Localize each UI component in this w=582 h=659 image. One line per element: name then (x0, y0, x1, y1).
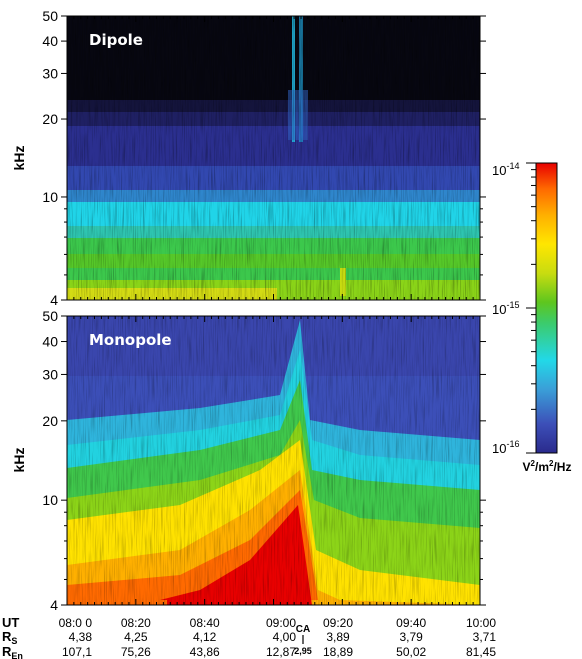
monopole-y-tick-label: 4 (50, 597, 58, 613)
row-value: 4,12 (193, 630, 217, 644)
row-value: 08:20 (121, 616, 151, 630)
monopole-y-tick-label: 20 (42, 413, 58, 429)
monopole-spectrogram-panel: Monopole 4 10 20 30 40 50 kHz (11, 308, 486, 613)
dipole-y-tick-label: 40 (42, 33, 58, 49)
row-value: 3,79 (399, 630, 423, 644)
row-value: 107,1 (62, 645, 92, 659)
colorbar-tick-label: 10-15 (492, 300, 519, 317)
row-value: 50,02 (396, 645, 426, 659)
ephemeris-rows: UT 08:0 0 08:20 08:40 09:00 09:20 09:40 10:00RS… (2, 615, 496, 659)
dipole-spectrogram-panel: Dipole 4 10 20 30 40 50 kHz (11, 8, 486, 308)
row-label: UT (2, 615, 19, 630)
row-value: 08:40 (190, 616, 220, 630)
row-label: REn (2, 644, 23, 659)
dipole-y-tick-label: 30 (42, 65, 58, 81)
row-value: 3,89 (326, 630, 350, 644)
colorbar-tick-label: 10-14 (492, 161, 519, 178)
row-value: 09:00 (266, 616, 296, 630)
dipole-spectrogram-image (67, 16, 480, 300)
colorbar: 10-16 10-15 10-14 V2/m2/Hz (492, 161, 571, 474)
row-value: 43,86 (190, 645, 220, 659)
dipole-y-tick-label: 50 (42, 8, 58, 24)
monopole-y-axis: 4 10 20 30 40 50 (42, 308, 486, 613)
monopole-y-tick-label: 30 (42, 366, 58, 382)
ca-label: CA (296, 624, 310, 635)
row-value: 3,71 (473, 630, 497, 644)
row-value: 10:00 (466, 616, 496, 630)
dipole-y-axis: 4 10 20 30 40 50 (42, 8, 486, 308)
monopole-y-axis-label: kHz (11, 448, 27, 473)
row-value: 09:40 (396, 616, 426, 630)
monopole-y-tick-label: 50 (42, 308, 58, 324)
dipole-y-tick-label: 20 (42, 111, 58, 127)
row-value: 09:20 (323, 616, 353, 630)
dipole-panel-label: Dipole (89, 31, 143, 49)
colorbar-ticks: 10-16 10-15 10-14 (492, 161, 536, 456)
monopole-spectrogram-image (67, 316, 480, 605)
dipole-y-tick-label: 4 (50, 292, 58, 308)
row-value: 08:0 0 (59, 616, 93, 630)
colorbar-tick-label: 10-16 (492, 439, 519, 456)
colorbar-unit: V2/m2/Hz (523, 459, 572, 474)
row-value: 4,25 (124, 630, 148, 644)
row-value: 81,45 (466, 645, 496, 659)
dipole-y-axis-label: kHz (11, 146, 27, 171)
monopole-y-tick-label: 40 (42, 334, 58, 350)
closest-approach-marker: CA 2,95 (294, 624, 312, 656)
row-value: 4,38 (69, 630, 93, 644)
row-value: 12,87 (266, 645, 296, 659)
dipole-y-tick-label: 10 (42, 189, 58, 205)
row-value: 75,26 (121, 645, 151, 659)
row-value: 18,89 (323, 645, 353, 659)
colorbar-gradient (535, 162, 558, 454)
monopole-y-tick-label: 10 (42, 492, 58, 508)
monopole-panel-label: Monopole (89, 331, 172, 349)
row-value: 4,00 (273, 630, 297, 644)
ca-value: 2,95 (294, 646, 312, 656)
